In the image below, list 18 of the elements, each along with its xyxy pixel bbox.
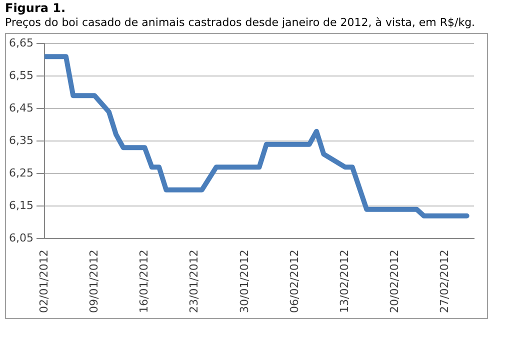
x-tick-label: 16/01/2012 bbox=[138, 250, 151, 314]
x-tick-label: 13/02/2012 bbox=[338, 250, 352, 314]
x-tick-label: 20/02/2012 bbox=[388, 250, 402, 314]
x-tick-label: 23/01/2012 bbox=[188, 250, 201, 314]
y-tick-label: 6,15 bbox=[8, 198, 34, 212]
y-tick-label: 6,65 bbox=[8, 36, 34, 50]
y-tick-label: 6,35 bbox=[8, 134, 34, 147]
x-tick-label: 06/02/2012 bbox=[288, 250, 301, 314]
y-tick-label: 6,55 bbox=[8, 68, 34, 82]
y-tick-label: 6,05 bbox=[8, 231, 34, 244]
chart-title: Figura 1. bbox=[5, 1, 66, 15]
x-tick-label: 02/01/2012 bbox=[37, 250, 50, 314]
y-tick-label: 6,25 bbox=[8, 166, 34, 180]
x-tick-label: 30/01/2012 bbox=[238, 250, 251, 314]
x-tick-label: 27/02/2012 bbox=[438, 250, 452, 314]
chart-subtitle: Preços do boi casado de animais castrados desde janeiro de 2012, à vista, em R$/kg. bbox=[5, 16, 476, 29]
x-tick-label: 09/01/2012 bbox=[87, 250, 100, 314]
y-tick-label: 6,45 bbox=[8, 101, 34, 114]
